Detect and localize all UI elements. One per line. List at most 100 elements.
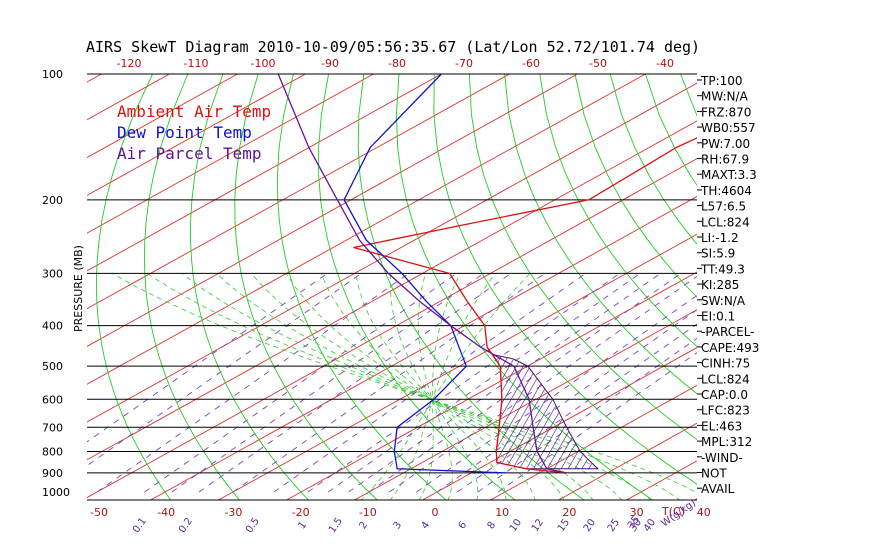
mixing-ratio-label: 8 xyxy=(486,520,499,532)
mixing-ratio-label: 1 xyxy=(297,520,310,532)
mixing-ratio-line xyxy=(144,273,457,493)
pressure-tick-label: 500 xyxy=(42,360,63,373)
pressure-tick-label: 600 xyxy=(42,393,63,406)
mixing-ratio-label: 15 xyxy=(556,517,572,534)
moist-adiabat-line xyxy=(320,273,536,500)
moist-adiabat-line xyxy=(216,273,623,500)
stat-label: LCL:824 xyxy=(701,372,750,386)
dry-adiabat-line xyxy=(539,74,697,348)
temp-unit-label: T(C) xyxy=(661,505,685,518)
stat-label: TP:100 xyxy=(700,74,743,88)
mixing-ratio-label: 2 xyxy=(358,520,371,532)
mixing-ratio-line xyxy=(273,273,586,493)
isotherm-line xyxy=(87,74,442,272)
legend-entry: Dew Point Temp xyxy=(117,123,252,142)
bottom-temp-ticks: -50 -40 -30 -20 -10 0 10 20 30 40 xyxy=(90,506,711,519)
isotherm-line xyxy=(87,158,697,499)
background-lines xyxy=(87,74,870,501)
mixing-ratio-label: 6 xyxy=(457,520,470,532)
moist-adiabat-line xyxy=(389,273,496,500)
stat-label: WB0:557 xyxy=(701,121,756,135)
top-temp-tick-label: -70 xyxy=(455,57,473,70)
mixing-ratio-line xyxy=(96,273,410,493)
moist-adiabat-line xyxy=(111,273,697,494)
mixing-ratio-line xyxy=(198,273,512,493)
pressure-tick-label: 200 xyxy=(42,194,63,207)
moist-adiabat-line xyxy=(360,273,531,500)
stat-label: SI:5.9 xyxy=(701,247,735,261)
pressure-tick-label: 900 xyxy=(42,467,63,480)
top-temp-tick-label: -110 xyxy=(184,57,209,70)
bottom-temp-tick-label: -50 xyxy=(90,506,108,519)
mixing-ratio-line xyxy=(87,273,328,443)
bottom-temp-tick-label: 0 xyxy=(432,506,439,519)
dry-adiabat-line xyxy=(468,74,697,441)
mixing-ratio-line xyxy=(171,273,484,493)
mixing-ratio-label: 0.5 xyxy=(244,516,262,535)
stat-label: LFC:823 xyxy=(701,404,750,418)
top-temp-tick-label: -100 xyxy=(251,57,276,70)
stat-label: LI:-1.2 xyxy=(701,231,739,245)
series-line-air-parcel-temp xyxy=(277,74,567,474)
isotherm-line xyxy=(763,74,870,500)
bottom-temp-tick-label: 20 xyxy=(562,506,576,519)
mixing-ratio-line xyxy=(327,273,641,493)
mixing-ratio-label: 0.2 xyxy=(177,516,195,535)
pressure-tick-label: 700 xyxy=(42,421,63,434)
dry-adiabat-line xyxy=(95,74,172,500)
mixing-ratio-line xyxy=(368,273,682,493)
stat-label: L57:6.5 xyxy=(701,200,746,214)
mixing-ratio-label: 12 xyxy=(530,517,546,534)
pressure-tick-label: 800 xyxy=(42,445,63,458)
bottom-temp-tick-label: -10 xyxy=(359,506,377,519)
chart-title: AIRS SkewT Diagram 2010-10-09/05:56:35.6… xyxy=(86,38,700,56)
mixing-ratio-line xyxy=(416,294,697,493)
isotherm-line xyxy=(87,74,374,234)
stat-label: MAXT:3.3 xyxy=(701,168,757,182)
isotherm-line xyxy=(218,233,697,500)
dry-adiabat-line xyxy=(234,74,378,500)
stat-label: EI:0.1 xyxy=(701,310,735,324)
isotherm-line xyxy=(87,74,102,83)
bottom-temp-tick-label: -20 xyxy=(292,506,310,519)
dry-adiabat-line xyxy=(433,74,697,485)
bottom-temp-tick-label: 30 xyxy=(630,506,644,519)
mixing-ratio-label: 10 xyxy=(508,517,524,534)
top-temp-ticks: -120 -110 -100 -90 -80 -70 -60 -50 -40 xyxy=(117,57,674,70)
isotherm-line xyxy=(831,74,870,500)
stat-label: RH:67.9 xyxy=(701,153,749,167)
moist-adiabat-line xyxy=(285,273,565,500)
stat-label: NOT xyxy=(701,467,727,481)
mixing-ratio-line xyxy=(307,273,620,493)
top-temp-tick-label: -120 xyxy=(117,57,142,70)
moist-adiabat-line xyxy=(389,273,479,500)
dry-adiabat-line xyxy=(504,74,697,395)
isotherm-line xyxy=(87,74,646,385)
top-temp-tick-label: -90 xyxy=(321,57,339,70)
legend-entry: Air Parcel Temp xyxy=(117,144,262,163)
moist-adiabat-line xyxy=(355,273,507,500)
legend-entry: Ambient Air Temp xyxy=(117,102,271,121)
isotherm-line xyxy=(87,74,510,310)
top-temp-tick-label: -40 xyxy=(656,57,674,70)
mixing-ratio-label: 40 xyxy=(642,517,658,534)
pressure-tick-label: 400 xyxy=(42,320,63,333)
legend: Ambient Air Temp Dew Point Temp Air Parcel… xyxy=(117,102,271,163)
mixing-ratio-line xyxy=(87,273,362,467)
stat-label: -PARCEL- xyxy=(701,325,755,339)
bottom-temp-tick-label: -30 xyxy=(224,506,242,519)
stat-label: TH:4604 xyxy=(700,184,752,198)
dry-adiabat-line xyxy=(644,74,697,187)
moist-adiabat-line xyxy=(417,273,453,500)
stat-label: EL:463 xyxy=(701,419,742,433)
stat-label: CAPE:493 xyxy=(701,341,759,355)
bottom-temp-tick-label: 40 xyxy=(697,506,711,519)
dry-adiabat-line xyxy=(143,74,241,500)
isobar-lines xyxy=(87,199,697,474)
isotherm-line xyxy=(150,195,697,500)
dry-adiabat-line xyxy=(821,74,870,501)
isotherm-line xyxy=(87,120,697,461)
